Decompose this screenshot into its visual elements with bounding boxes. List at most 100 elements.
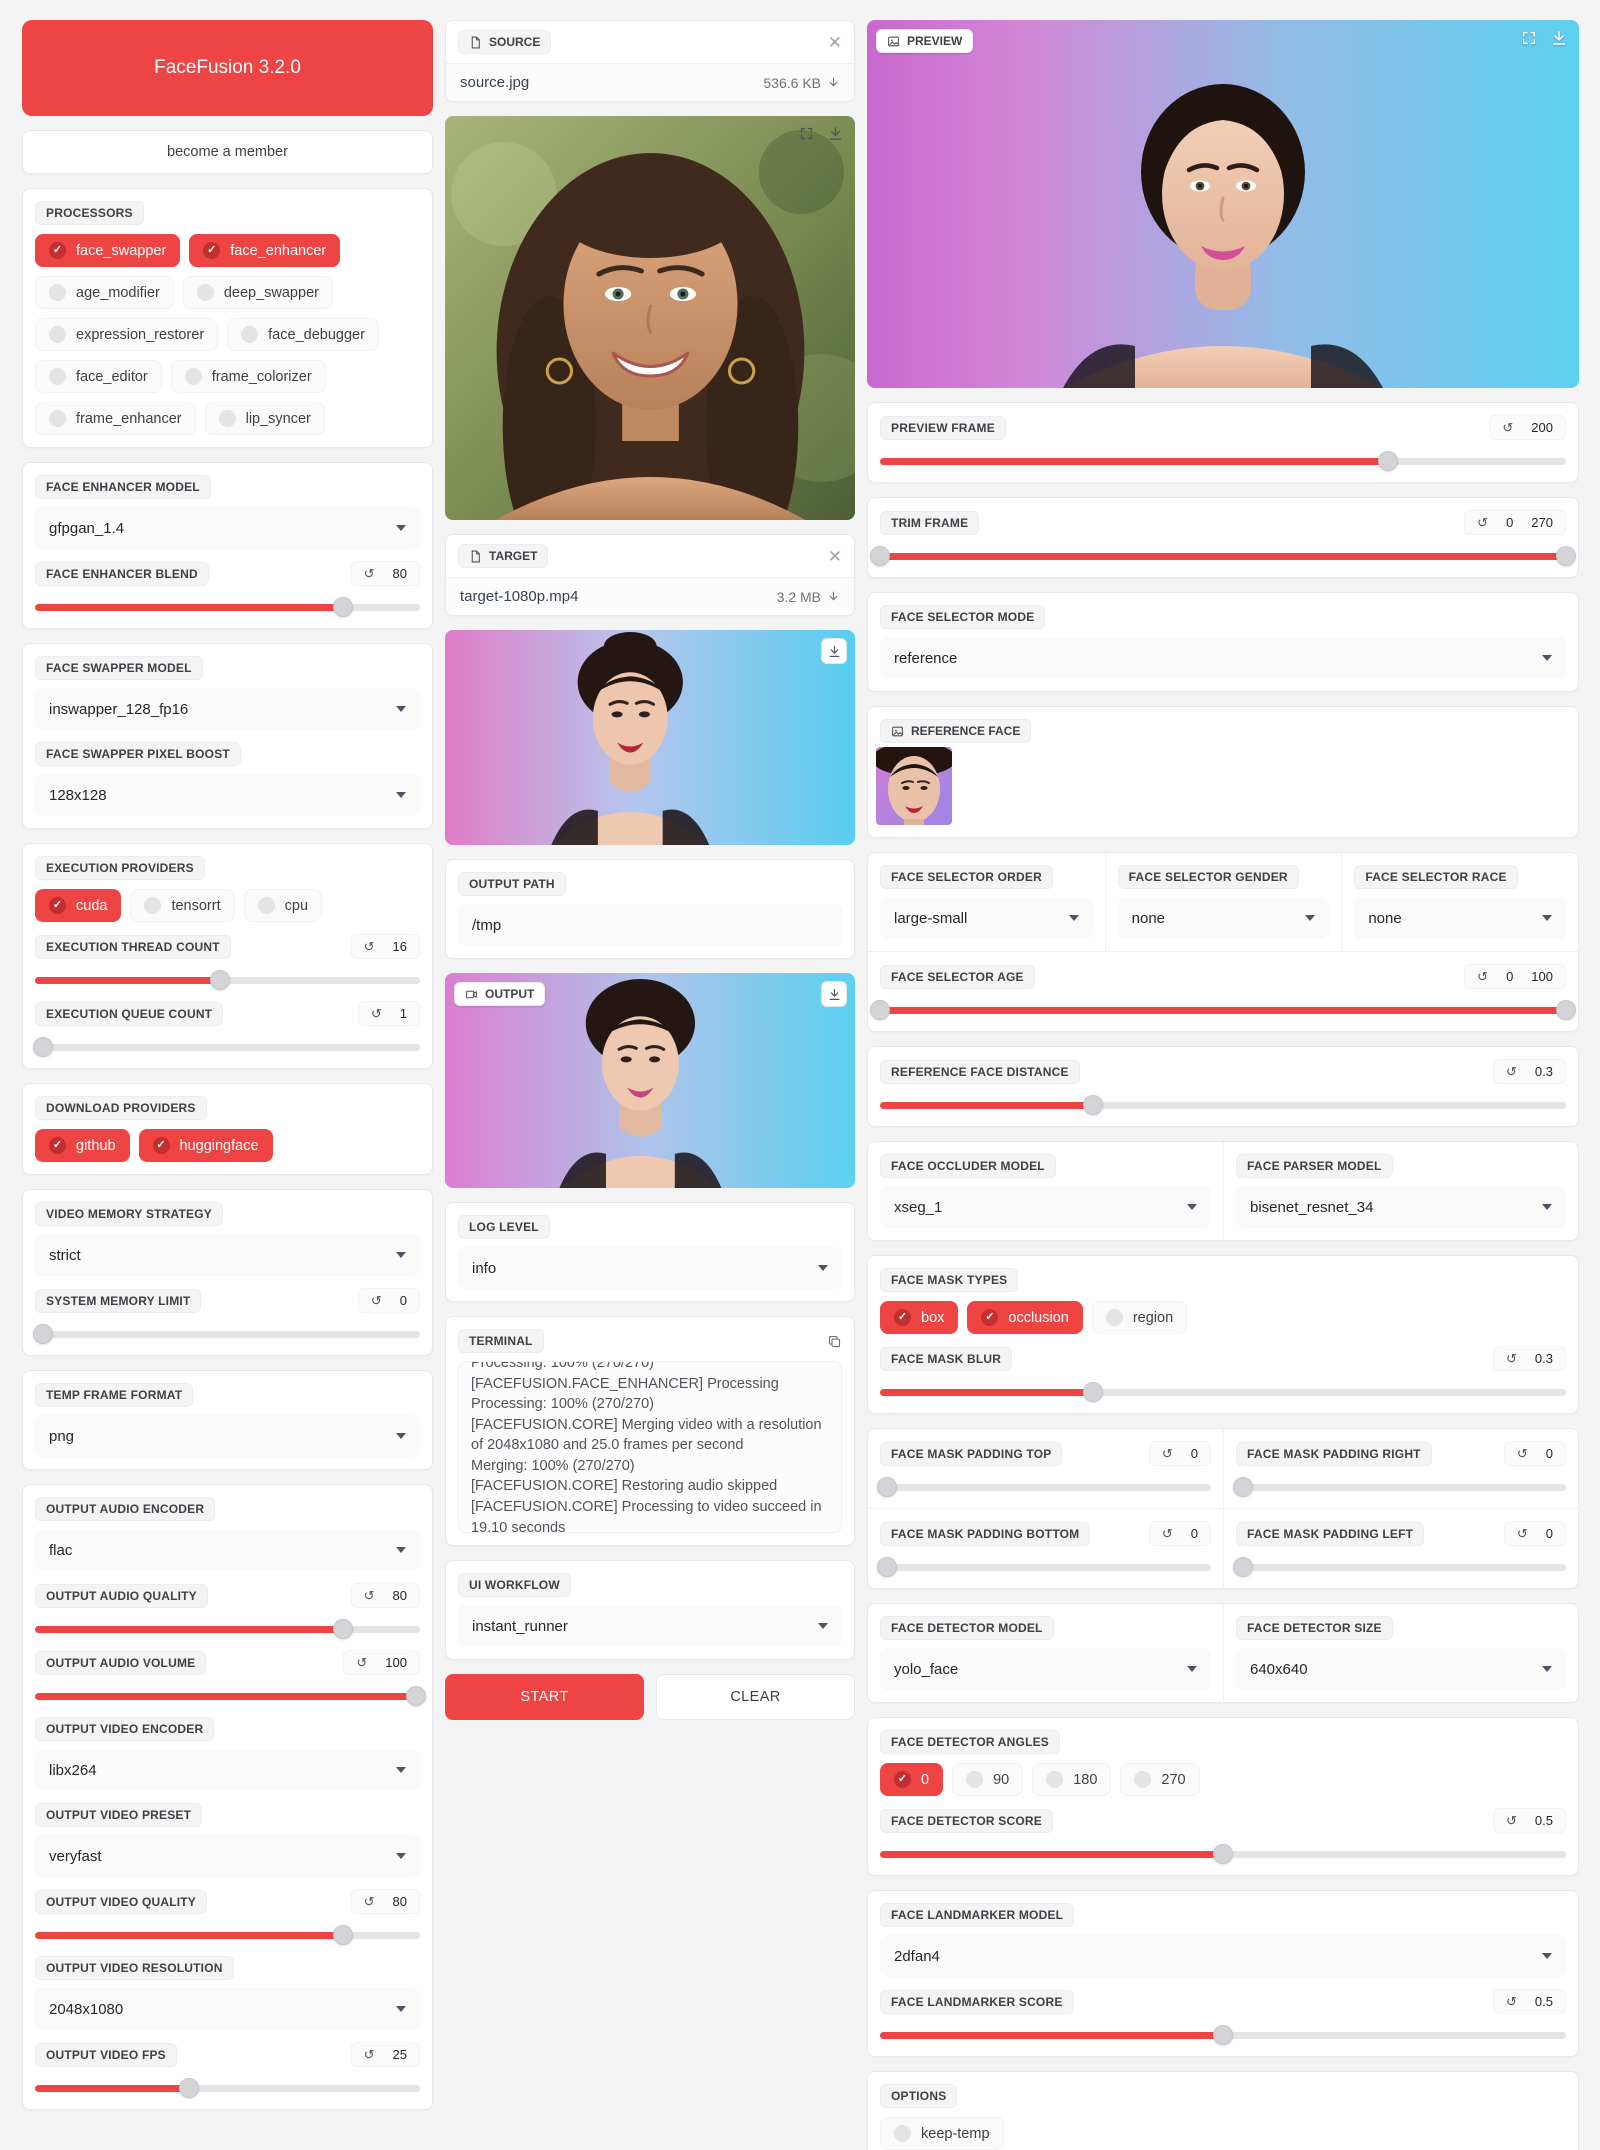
slider-handle[interactable]: [1082, 1095, 1103, 1115]
slider-handle-end[interactable]: [1556, 546, 1576, 566]
slider-handle-start[interactable]: [870, 546, 890, 566]
output-video-resolution-dropdown[interactable]: 2048x1080: [35, 1988, 420, 2030]
checkbox-face-swapper[interactable]: ✓ face_swapper: [35, 234, 181, 267]
slider-handle[interactable]: [333, 1925, 353, 1945]
face-selector-age-slider[interactable]: [870, 1000, 1576, 1020]
padding-left-slider[interactable]: [1232, 1557, 1566, 1577]
ui-workflow-dropdown[interactable]: instant_runner: [458, 1605, 842, 1647]
slider-handle[interactable]: [1082, 1382, 1103, 1402]
face-swapper-model-dropdown[interactable]: inswapper_128_fp16: [35, 688, 420, 730]
face-occluder-model-dropdown[interactable]: xseg_1: [880, 1186, 1211, 1228]
checkbox-lip-syncer[interactable]: lip_syncer: [204, 402, 325, 435]
pixel-boost-dropdown[interactable]: 128x128: [35, 774, 420, 816]
reference-face-distance-slider[interactable]: [880, 1095, 1566, 1115]
output-audio-volume-slider[interactable]: [35, 1686, 427, 1706]
slider-handle[interactable]: [1232, 1557, 1253, 1577]
face-enhancer-model-dropdown[interactable]: gfpgan_1.4: [35, 507, 420, 549]
slider-handle[interactable]: [1232, 1477, 1253, 1497]
checkbox-expression-restorer[interactable]: expression_restorer: [35, 318, 219, 351]
checkbox-deep-swapper[interactable]: deep_swapper: [182, 276, 333, 309]
slider-handle[interactable]: [876, 1477, 897, 1497]
reference-face-thumbnail[interactable]: [876, 747, 952, 825]
checkbox-region[interactable]: region: [1091, 1301, 1188, 1334]
slider-handle[interactable]: [179, 2078, 199, 2098]
reset-button[interactable]: ↺ 0: [1148, 1441, 1211, 1466]
checkbox-face-enhancer[interactable]: ✓ face_enhancer: [189, 234, 341, 267]
reset-button[interactable]: ↺ 0.3: [1493, 1346, 1566, 1371]
start-button[interactable]: START: [445, 1674, 644, 1720]
slider-handle[interactable]: [1213, 2025, 1233, 2045]
padding-bottom-slider[interactable]: [876, 1557, 1211, 1577]
checkbox-frame-enhancer[interactable]: frame_enhancer: [35, 402, 196, 435]
reset-button[interactable]: ↺ 0: [1148, 1521, 1211, 1546]
queue-count-slider[interactable]: [32, 1037, 420, 1057]
slider-handle[interactable]: [333, 1619, 353, 1639]
face-selector-race-dropdown[interactable]: none: [1354, 897, 1566, 939]
output-audio-encoder-dropdown[interactable]: flac: [35, 1529, 420, 1571]
checkbox-angle-0[interactable]: ✓ 0: [880, 1763, 944, 1796]
thread-count-slider[interactable]: [35, 970, 420, 990]
reset-button[interactable]: ↺ 0: [1503, 1521, 1566, 1546]
reset-button[interactable]: ↺ 200: [1489, 415, 1566, 440]
reset-button[interactable]: ↺ 80: [350, 561, 420, 586]
output-video-preset-dropdown[interactable]: veryfast: [35, 1835, 420, 1877]
face-mask-blur-slider[interactable]: [880, 1382, 1566, 1402]
preview-image[interactable]: PREVIEW: [867, 20, 1579, 388]
preview-frame-slider[interactable]: [880, 451, 1566, 471]
face-parser-model-dropdown[interactable]: bisenet_resnet_34: [1236, 1186, 1566, 1228]
download-icon[interactable]: [827, 590, 840, 603]
download-icon[interactable]: [828, 126, 843, 141]
checkbox-box[interactable]: ✓ box: [880, 1301, 959, 1334]
download-icon[interactable]: [1551, 30, 1567, 46]
reset-button[interactable]: ↺ 80: [350, 1889, 420, 1914]
fullscreen-icon[interactable]: [799, 126, 814, 141]
target-image[interactable]: [445, 630, 855, 845]
reset-button[interactable]: ↺ 16: [350, 934, 420, 959]
output-video-encoder-dropdown[interactable]: libx264: [35, 1749, 420, 1791]
reset-button[interactable]: ↺ 0.5: [1493, 1989, 1566, 2014]
face-detector-size-dropdown[interactable]: 640x640: [1236, 1648, 1566, 1690]
face-selector-order-dropdown[interactable]: large-small: [880, 897, 1093, 939]
download-icon[interactable]: [821, 981, 847, 1007]
checkbox-angle-270[interactable]: 270: [1120, 1763, 1200, 1796]
checkbox-frame-colorizer[interactable]: frame_colorizer: [170, 360, 326, 393]
slider-handle[interactable]: [876, 1557, 897, 1577]
slider-handle[interactable]: [1213, 1844, 1233, 1864]
trim-frame-slider[interactable]: [870, 546, 1576, 566]
face-detector-model-dropdown[interactable]: yolo_face: [880, 1648, 1211, 1690]
face-landmarker-score-slider[interactable]: [880, 2025, 1566, 2045]
slider-handle[interactable]: [32, 1037, 53, 1057]
face-selector-gender-dropdown[interactable]: none: [1117, 897, 1330, 939]
checkbox-tensorrt[interactable]: tensorrt: [130, 889, 235, 922]
checkbox-cpu[interactable]: cpu: [243, 889, 323, 922]
slider-handle-end[interactable]: [1556, 1000, 1576, 1020]
face-selector-mode-dropdown[interactable]: reference: [880, 637, 1566, 679]
checkbox-face-editor[interactable]: face_editor: [35, 360, 162, 393]
checkbox-angle-180[interactable]: 180: [1032, 1763, 1112, 1796]
slider-handle-start[interactable]: [870, 1000, 890, 1020]
output-path-input[interactable]: [472, 916, 828, 934]
output-audio-quality-slider[interactable]: [35, 1619, 420, 1639]
reset-button[interactable]: ↺ 80: [350, 1583, 420, 1608]
checkbox-github[interactable]: ✓ github: [35, 1129, 130, 1162]
checkbox-age-modifier[interactable]: age_modifier: [35, 276, 174, 309]
reset-button[interactable]: ↺ 0 270: [1464, 510, 1566, 535]
checkbox-cuda[interactable]: ✓ cuda: [35, 889, 122, 922]
slider-handle[interactable]: [209, 970, 230, 990]
reset-button[interactable]: ↺ 100: [343, 1650, 420, 1675]
output-video[interactable]: OUTPUT: [445, 973, 855, 1188]
close-icon[interactable]: ✕: [827, 32, 842, 52]
copy-icon[interactable]: [827, 1334, 842, 1349]
temp-frame-format-dropdown[interactable]: png: [35, 1415, 420, 1457]
slider-handle[interactable]: [406, 1686, 427, 1706]
reset-button[interactable]: ↺ 0.5: [1493, 1808, 1566, 1833]
checkbox-occlusion[interactable]: ✓ occlusion: [967, 1301, 1083, 1334]
reset-button[interactable]: ↺ 1: [357, 1001, 420, 1026]
reset-button[interactable]: ↺ 0: [357, 1288, 420, 1313]
padding-right-slider[interactable]: [1232, 1477, 1566, 1497]
padding-top-slider[interactable]: [876, 1477, 1211, 1497]
checkbox-huggingface[interactable]: ✓ huggingface: [138, 1129, 273, 1162]
face-landmarker-model-dropdown[interactable]: 2dfan4: [880, 1935, 1566, 1977]
face-detector-score-slider[interactable]: [880, 1844, 1566, 1864]
reset-button[interactable]: ↺ 25: [350, 2042, 420, 2067]
